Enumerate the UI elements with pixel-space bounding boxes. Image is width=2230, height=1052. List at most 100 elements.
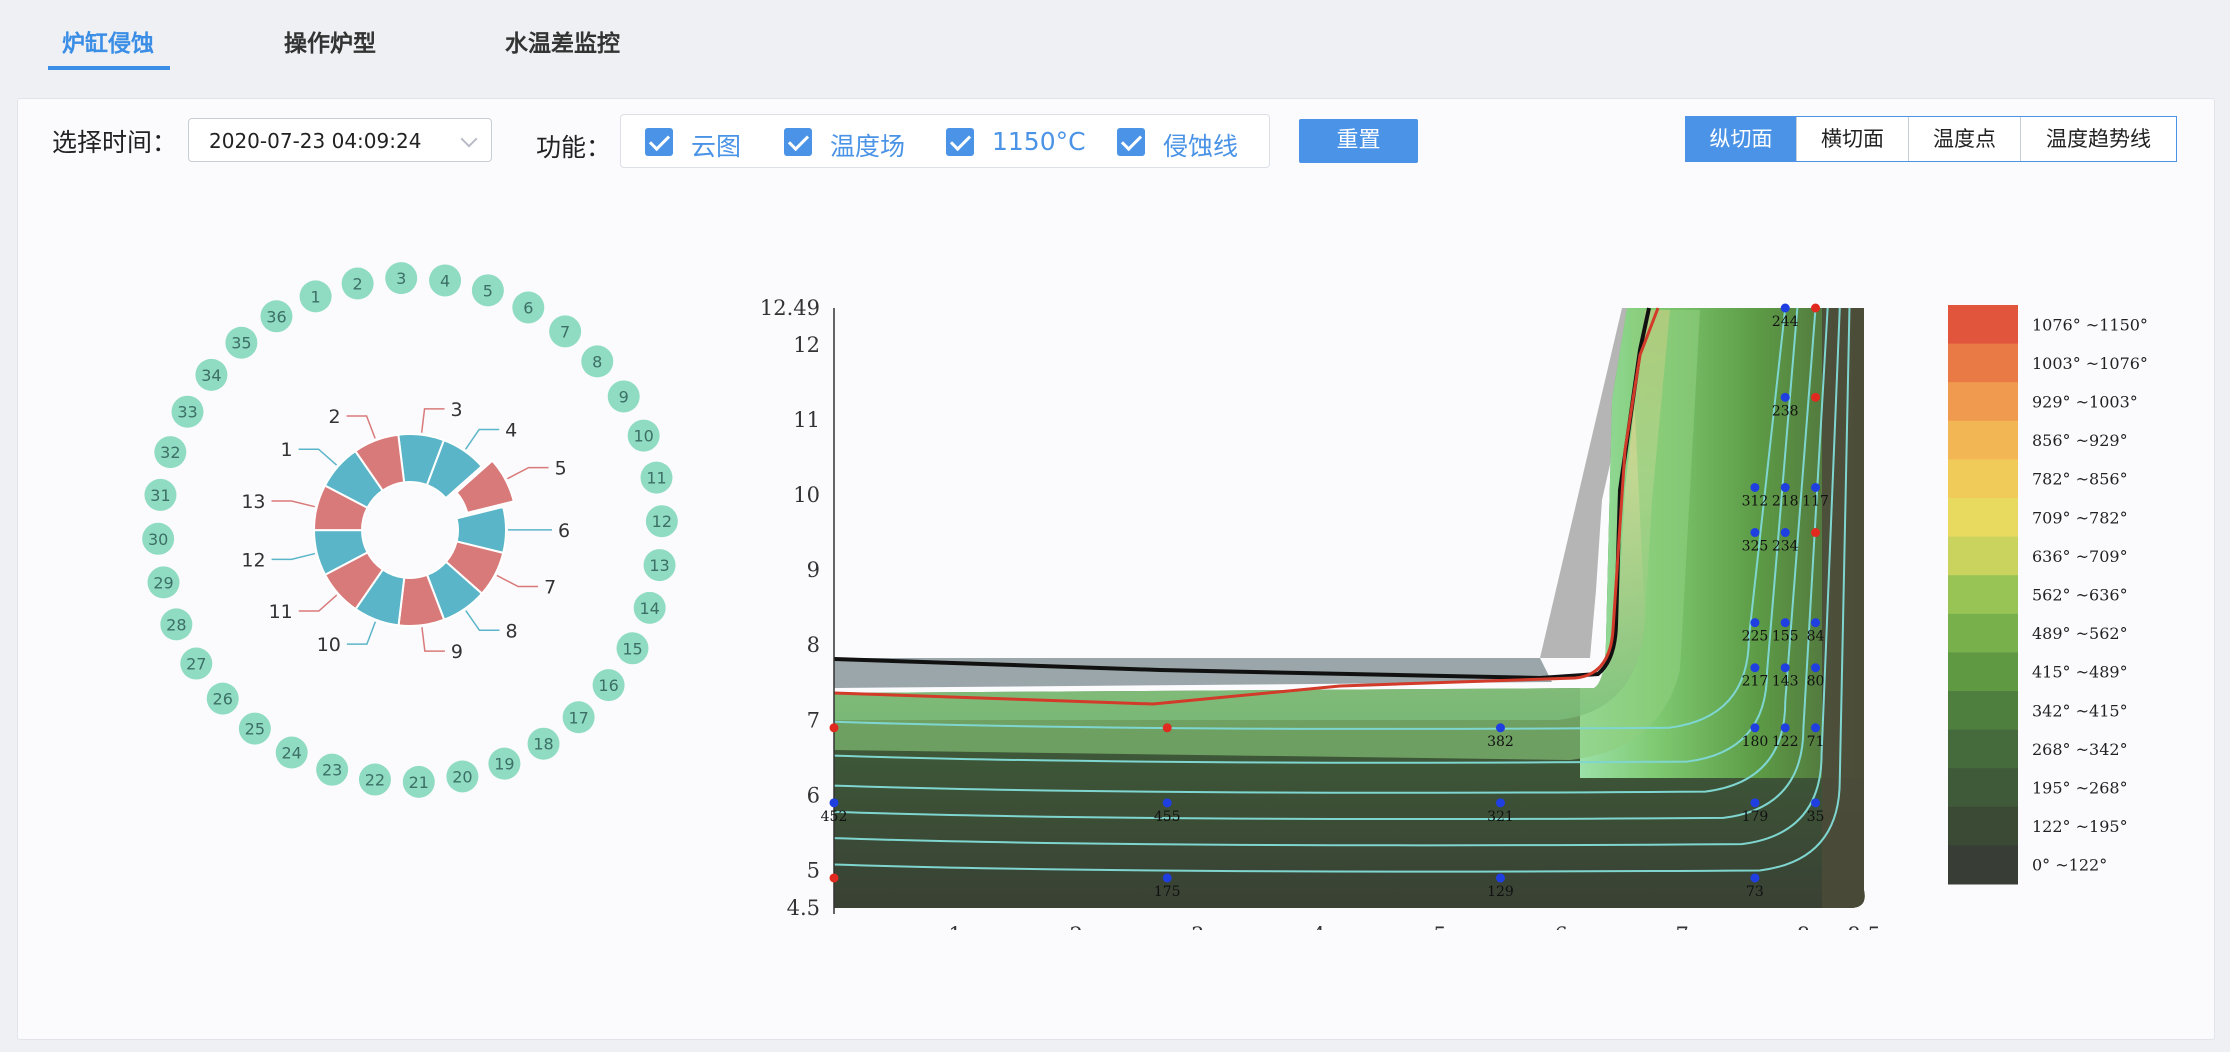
- temperature-point[interactable]: 218: [1772, 482, 1799, 510]
- temperature-point[interactable]: 143: [1772, 663, 1799, 690]
- cooling-stave-18[interactable]: 18: [527, 727, 560, 760]
- cooling-stave-35[interactable]: 35: [225, 326, 258, 359]
- cooling-stave-1[interactable]: 1: [299, 280, 332, 313]
- cooling-stave-5[interactable]: 5: [471, 274, 504, 307]
- temperature-point[interactable]: 155: [1772, 618, 1799, 645]
- temperature-point[interactable]: 71: [1807, 723, 1825, 750]
- temperature-point[interactable]: 382: [1487, 723, 1514, 750]
- temperature-point[interactable]: 122: [1772, 723, 1799, 750]
- svg-text:6: 6: [523, 298, 533, 317]
- cooling-stave-31[interactable]: 31: [144, 478, 177, 511]
- cooling-stave-23[interactable]: 23: [316, 753, 349, 786]
- hearth-segment-4[interactable]: [455, 459, 516, 515]
- cooling-stave-20[interactable]: 20: [446, 760, 479, 793]
- cooling-stave-26[interactable]: 26: [206, 682, 239, 715]
- time-picker[interactable]: 2020-07-23 04:09:24: [188, 118, 492, 162]
- cooling-stave-25[interactable]: 25: [238, 712, 271, 745]
- legend-item: 1003° ~1076°: [1948, 343, 2148, 383]
- cooling-stave-14[interactable]: 14: [633, 591, 666, 624]
- temperature-point[interactable]: 225: [1742, 618, 1769, 645]
- cooling-stave-27[interactable]: 27: [180, 647, 213, 680]
- temperature-point[interactable]: 238: [1772, 392, 1799, 420]
- view-temperature-points[interactable]: 温度点: [1909, 117, 2021, 161]
- svg-text:175: 175: [1154, 884, 1181, 900]
- temperature-point[interactable]: 175: [1154, 873, 1181, 900]
- tab-water-temp-monitor[interactable]: 水温差监控: [505, 31, 620, 57]
- y-tick-label: 4.5: [787, 896, 820, 920]
- cooling-stave-21[interactable]: 21: [402, 765, 435, 798]
- cooling-stave-12[interactable]: 12: [645, 505, 678, 538]
- segment-label: 12: [241, 549, 265, 571]
- temperature-point[interactable]: 312: [1742, 482, 1769, 510]
- temperature-point[interactable]: [1162, 723, 1172, 733]
- x-tick-label: 1: [948, 923, 961, 930]
- cooling-stave-22[interactable]: 22: [358, 763, 391, 796]
- isotherm-lines: [833, 307, 1851, 873]
- svg-text:122: 122: [1772, 734, 1799, 750]
- temperature-point[interactable]: [1811, 392, 1821, 402]
- temperature-point[interactable]: 117: [1802, 482, 1829, 510]
- cooling-stave-34[interactable]: 34: [195, 358, 228, 391]
- temperature-point[interactable]: 129: [1487, 873, 1514, 900]
- cooling-stave-36[interactable]: 36: [260, 300, 293, 333]
- cooling-stave-6[interactable]: 6: [512, 291, 545, 324]
- temperature-point[interactable]: 325: [1742, 528, 1769, 555]
- cooling-stave-9[interactable]: 9: [607, 380, 640, 413]
- cooling-stave-17[interactable]: 17: [562, 701, 595, 734]
- cooling-stave-28[interactable]: 28: [160, 608, 193, 641]
- temperature-point[interactable]: 452: [821, 798, 848, 825]
- tab-hearth-erosion[interactable]: 炉缸侵蚀: [62, 31, 154, 57]
- cooling-stave-13[interactable]: 13: [643, 549, 676, 582]
- svg-text:18: 18: [533, 735, 553, 754]
- cooling-stave-16[interactable]: 16: [592, 669, 625, 702]
- cooling-stave-32[interactable]: 32: [154, 436, 187, 469]
- svg-text:29: 29: [153, 573, 173, 592]
- svg-text:489° ~562°: 489° ~562°: [2032, 624, 2128, 643]
- cooling-stave-29[interactable]: 29: [147, 566, 180, 599]
- svg-text:195° ~268°: 195° ~268°: [2032, 779, 2128, 798]
- legend-item: 856° ~929°: [1948, 420, 2128, 460]
- cooling-stave-4[interactable]: 4: [429, 264, 462, 297]
- view-horizontal-section[interactable]: 横切面: [1797, 117, 1909, 161]
- cooling-stave-11[interactable]: 11: [640, 461, 673, 494]
- temperature-point[interactable]: 80: [1807, 663, 1825, 690]
- x-tick-label: 3: [1191, 923, 1204, 930]
- reset-button[interactable]: 重置: [1299, 119, 1418, 163]
- temperature-point[interactable]: [1811, 528, 1821, 538]
- cooling-stave-2[interactable]: 2: [341, 267, 374, 300]
- svg-text:9: 9: [619, 387, 629, 406]
- cooling-stave-30[interactable]: 30: [142, 522, 175, 555]
- checkbox-checked-icon: [1117, 128, 1145, 156]
- segment-label: 5: [555, 458, 567, 480]
- cooling-stave-10[interactable]: 10: [627, 419, 660, 452]
- temperature-point[interactable]: 35: [1807, 798, 1825, 825]
- cooling-stave-19[interactable]: 19: [488, 747, 521, 780]
- temperature-point[interactable]: 244: [1772, 303, 1799, 331]
- view-temperature-trend[interactable]: 温度趋势线: [2046, 127, 2151, 151]
- cooling-stave-7[interactable]: 7: [549, 315, 582, 348]
- segment-label: 1: [280, 439, 292, 461]
- temperature-point[interactable]: 455: [1154, 798, 1181, 825]
- cooling-stave-15[interactable]: 15: [616, 632, 649, 665]
- temperature-point[interactable]: [829, 723, 839, 733]
- svg-text:452: 452: [821, 809, 848, 825]
- temperature-point[interactable]: 321: [1487, 798, 1514, 825]
- cooling-stave-3[interactable]: 3: [385, 262, 418, 295]
- temperature-point[interactable]: 179: [1742, 798, 1769, 825]
- hearth-segment-3[interactable]: [425, 438, 484, 500]
- temperature-point[interactable]: 73: [1746, 873, 1764, 900]
- hearth-segment-1[interactable]: [353, 433, 406, 492]
- cooling-stave-33[interactable]: 33: [171, 395, 204, 428]
- temperature-point[interactable]: [829, 873, 839, 883]
- temperature-point[interactable]: 217: [1742, 663, 1769, 690]
- temperature-point[interactable]: 234: [1772, 528, 1799, 555]
- temperature-point[interactable]: 180: [1742, 723, 1769, 750]
- checkbox-label: 侵蚀线: [1163, 132, 1239, 161]
- temperature-point[interactable]: [1811, 303, 1821, 313]
- cooling-stave-8[interactable]: 8: [581, 345, 614, 378]
- temperature-point[interactable]: 84: [1807, 618, 1825, 645]
- tab-operating-profile[interactable]: 操作炉型: [284, 31, 376, 57]
- view-vertical-section[interactable]: 纵切面: [1686, 117, 1797, 161]
- cooling-stave-24[interactable]: 24: [275, 736, 308, 769]
